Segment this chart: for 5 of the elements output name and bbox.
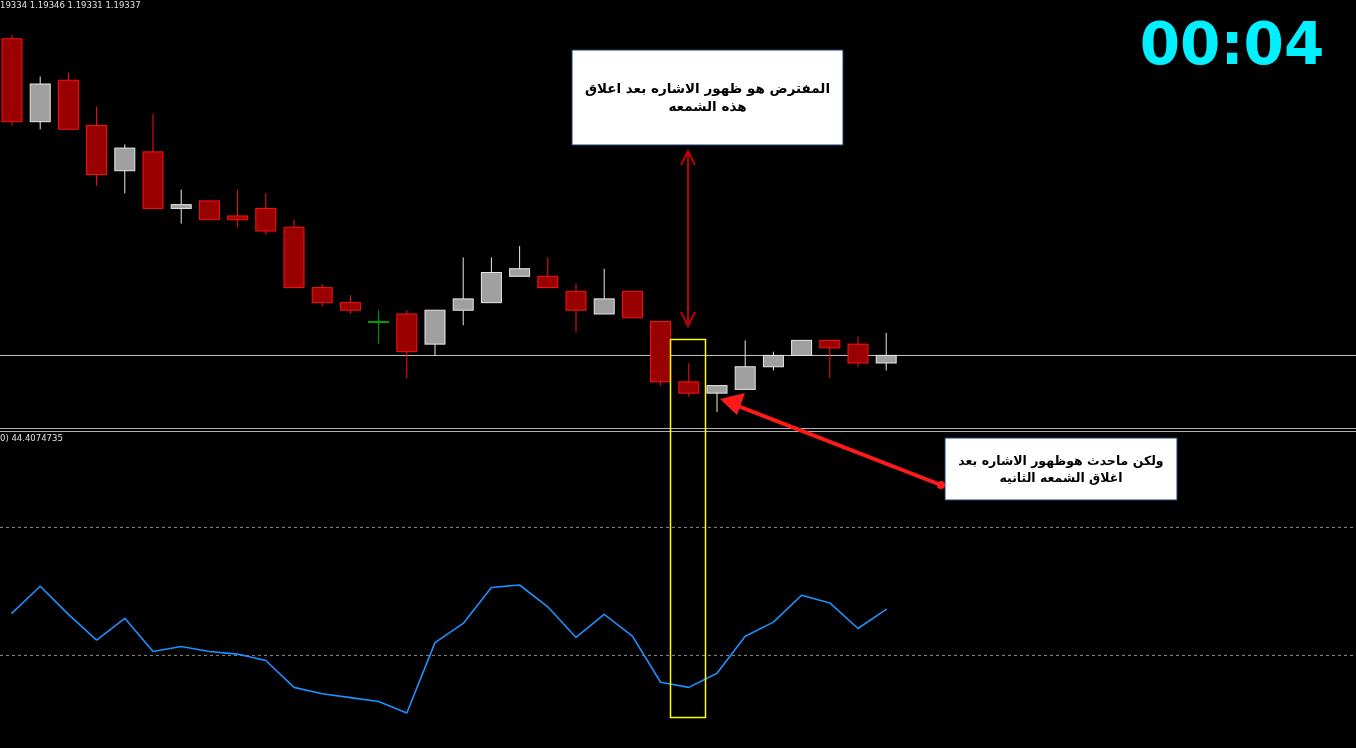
annotation: المفترض هو ظهور الاشاره بعد اعلاق هذه الشمعه [584, 80, 831, 115]
text: ولكن ماحدث هوظهور الاشاره بعد اغلاق الشمعه الثانيه [958, 452, 1164, 485]
text: 0) 44.4074735 [0, 433, 63, 443]
text: 19334 1.19346 1.19331 1.19337 [0, 0, 141, 10]
text: 00:04 [1139, 10, 1325, 78]
